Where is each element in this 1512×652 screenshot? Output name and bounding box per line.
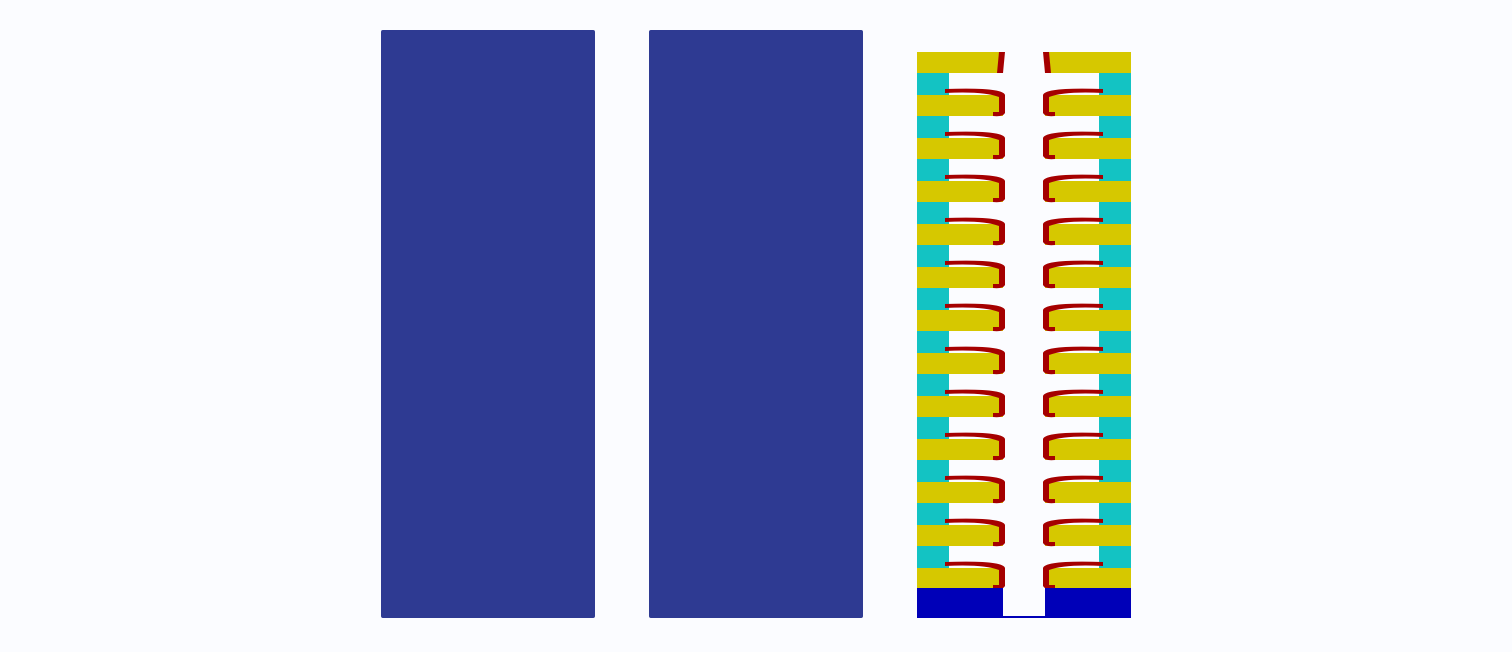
electrode-layer-right: [1045, 525, 1131, 546]
spacer-layer-left: [917, 288, 949, 310]
electrode-layer-left: [917, 396, 1003, 417]
spacer-layer-left: [917, 245, 949, 267]
electrode-layer-right: [1045, 95, 1131, 116]
electrode-layer-left: [917, 525, 1003, 546]
electrode-outline-left: [945, 561, 1005, 590]
electrode-outline-left: [945, 346, 1005, 375]
base-bridge: [1003, 616, 1045, 618]
spacer-layer-left: [917, 374, 949, 396]
stacked-structure: [917, 52, 1131, 618]
spacer-layer-right: [1099, 288, 1131, 310]
electrode-layer-left: [917, 482, 1003, 503]
electrode-outline-right: [1043, 475, 1103, 504]
electrode-layer-left: [917, 181, 1003, 202]
spacer-layer-right: [1099, 503, 1131, 525]
solid-block-left: [381, 30, 595, 618]
electrode-outline-right: [1043, 131, 1103, 160]
spacer-layer-right: [1099, 73, 1131, 95]
electrode-outline-left: [945, 260, 1005, 289]
electrode-layer-right: [1045, 353, 1131, 374]
electrode-layer-left: [917, 95, 1003, 116]
electrode-layer-left: [917, 138, 1003, 159]
electrode-layer-left: [917, 568, 1003, 589]
electrode-layer-right: [1045, 181, 1131, 202]
electrode-layer-right: [1045, 224, 1131, 245]
electrode-outline-left: [945, 432, 1005, 461]
spacer-layer-left: [917, 546, 949, 568]
electrode-outline-right: [1043, 432, 1103, 461]
electrode-layer-right: [1045, 396, 1131, 417]
electrode-layer-right: [1045, 310, 1131, 331]
electrode-layer-left: [917, 353, 1003, 374]
electrode-outline-right: [1043, 561, 1103, 590]
electrode-outline-right: [1043, 217, 1103, 246]
electrode-layer-right: [1045, 138, 1131, 159]
spacer-layer-left: [917, 159, 949, 181]
electrode-outline-left: [945, 217, 1005, 246]
electrode-outline-right: [1043, 174, 1103, 203]
spacer-layer-left: [917, 331, 949, 353]
spacer-layer-right: [1099, 546, 1131, 568]
electrode-outline-right: [1043, 260, 1103, 289]
spacer-layer-right: [1099, 460, 1131, 482]
electrode-layer-right: [1045, 568, 1131, 589]
spacer-layer-right: [1099, 202, 1131, 224]
spacer-layer-left: [917, 73, 949, 95]
spacer-layer-right: [1099, 374, 1131, 396]
electrode-layer-left: [917, 52, 1003, 73]
electrode-layer-right: [1045, 267, 1131, 288]
electrode-outline-left: [945, 174, 1005, 203]
electrode-layer-right: [1045, 482, 1131, 503]
spacer-layer-right: [1099, 245, 1131, 267]
electrode-outline-right: [1043, 52, 1051, 73]
base-block-right: [1045, 588, 1131, 618]
electrode-outline-right: [1043, 389, 1103, 418]
electrode-outline-left: [945, 475, 1005, 504]
electrode-outline-right: [1043, 303, 1103, 332]
electrode-layer-left: [917, 267, 1003, 288]
electrode-outline-left: [945, 131, 1005, 160]
electrode-outline-left: [945, 518, 1005, 547]
electrode-layer-left: [917, 439, 1003, 460]
electrode-outline-left: [997, 52, 1005, 73]
spacer-layer-left: [917, 116, 949, 138]
base-block-left: [917, 588, 1003, 618]
spacer-layer-left: [917, 460, 949, 482]
electrode-layer-right: [1045, 52, 1131, 73]
electrode-layer-left: [917, 224, 1003, 245]
spacer-layer-right: [1099, 417, 1131, 439]
solid-block-middle: [649, 30, 863, 618]
spacer-layer-left: [917, 503, 949, 525]
electrode-outline-right: [1043, 88, 1103, 117]
electrode-outline-right: [1043, 346, 1103, 375]
spacer-layer-left: [917, 202, 949, 224]
electrode-outline-left: [945, 389, 1005, 418]
electrode-outline-left: [945, 88, 1005, 117]
spacer-layer-left: [917, 417, 949, 439]
electrode-layer-right: [1045, 439, 1131, 460]
spacer-layer-right: [1099, 116, 1131, 138]
spacer-layer-right: [1099, 159, 1131, 181]
electrode-outline-right: [1043, 518, 1103, 547]
electrode-layer-left: [917, 310, 1003, 331]
spacer-layer-right: [1099, 331, 1131, 353]
electrode-outline-left: [945, 303, 1005, 332]
